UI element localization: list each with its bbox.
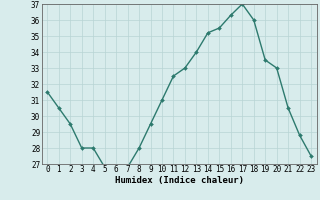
X-axis label: Humidex (Indice chaleur): Humidex (Indice chaleur) (115, 176, 244, 185)
